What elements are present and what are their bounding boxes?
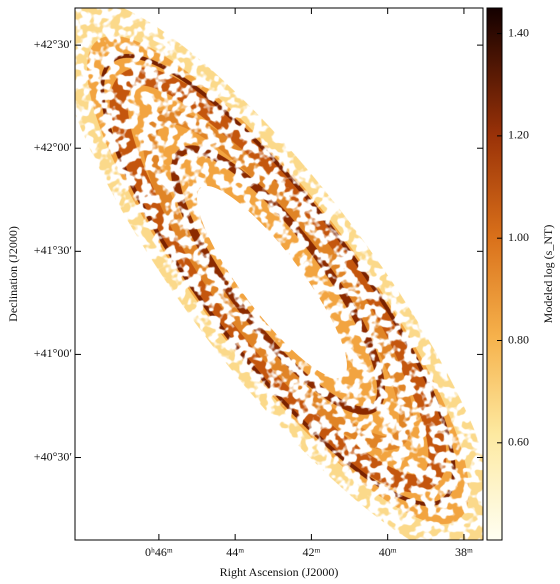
colorbar-tick-label: 1.20 — [508, 128, 529, 142]
x-tick-label: 38ᵐ — [455, 545, 473, 559]
y-tick-label: +41°00′ — [34, 346, 73, 360]
colorbar-tick-label: 0.60 — [508, 435, 529, 449]
y-tick-label: +40°30′ — [34, 449, 73, 463]
y-tick-label: +41°30′ — [34, 243, 73, 257]
y-axis-label: Declination (J2000) — [6, 226, 20, 322]
x-tick-label: 44ᵐ — [226, 545, 244, 559]
colorbar — [486, 7, 503, 541]
y-tick-label: +42°30′ — [34, 37, 73, 51]
colorbar-label: Modeled log (s_NT) — [541, 225, 555, 324]
y-tick-label: +42°00′ — [34, 140, 73, 154]
colorbar-tick-label: 0.80 — [508, 332, 529, 346]
plot-frame — [74, 7, 484, 541]
x-tick-label: 0ʰ46ᵐ — [145, 545, 173, 559]
colorbar-tick-label: 1.00 — [508, 230, 529, 244]
x-tick-label: 40ᵐ — [379, 545, 397, 559]
x-axis-label: Right Ascension (J2000) — [220, 565, 339, 579]
x-tick-label: 42ᵐ — [302, 545, 320, 559]
colorbar-tick-label: 1.40 — [508, 25, 529, 39]
